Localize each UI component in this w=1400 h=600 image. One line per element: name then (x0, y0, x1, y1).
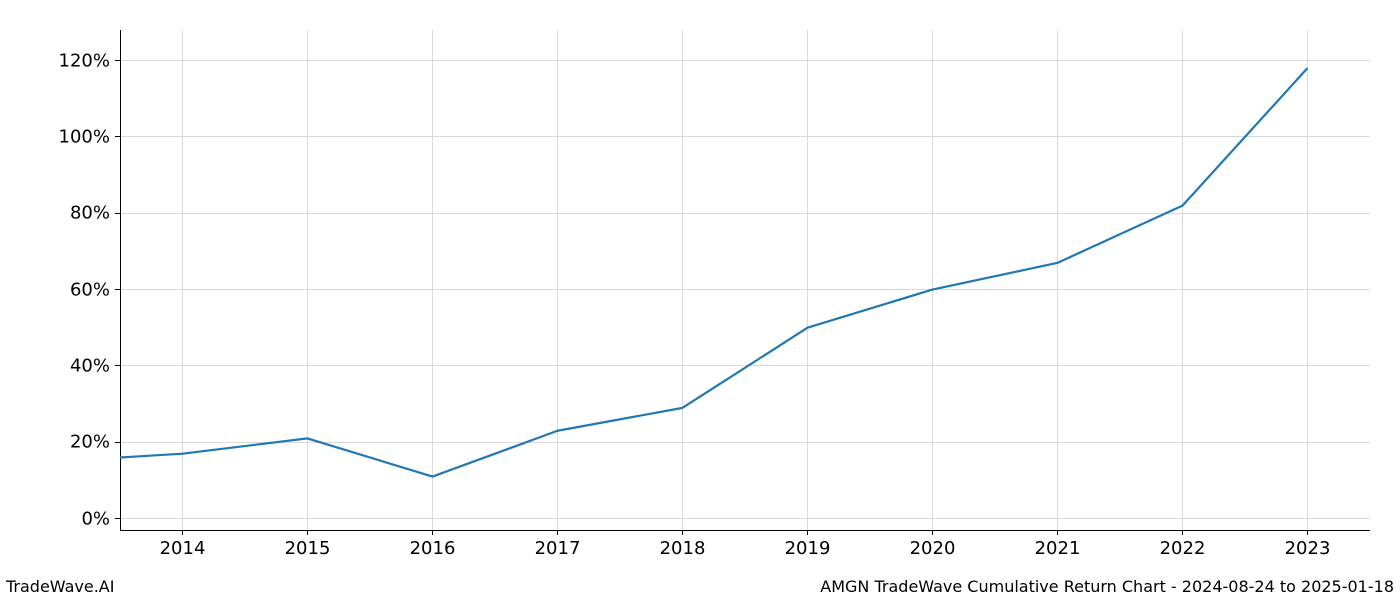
chart-svg (0, 0, 1400, 600)
footer-left-label: TradeWave.AI (6, 577, 114, 596)
series-line (120, 68, 1308, 476)
footer-right-label: AMGN TradeWave Cumulative Return Chart -… (820, 577, 1394, 596)
